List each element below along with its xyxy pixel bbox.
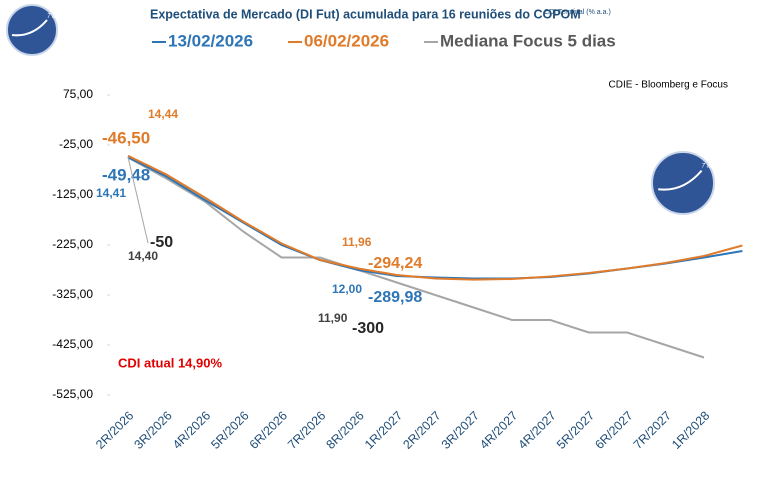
y-tick-label: -225,00 [52, 237, 93, 251]
x-tick-label: 5R/2026 [208, 409, 251, 452]
y-tick-label: -325,00 [52, 287, 93, 301]
x-tick-label: 4R/2026 [170, 409, 213, 452]
annotation: 14,40 [128, 249, 158, 263]
x-tick-label: 6R/2027 [592, 409, 635, 452]
data-label: -46,50 [102, 128, 150, 147]
x-tick-label: 1R/2028 [669, 409, 712, 452]
logo [651, 151, 715, 215]
x-tick-label: 4R/2027 [516, 409, 559, 452]
y-tick-label: -425,00 [52, 337, 93, 351]
annotation: 11,90 [318, 311, 348, 325]
logo-text: 7 anos [702, 164, 720, 170]
data-label: -289,98 [368, 289, 422, 306]
x-tick-label: 8R/2026 [324, 409, 367, 452]
y-tick-label: -525,00 [52, 387, 93, 401]
logo [6, 4, 58, 56]
logo-arrow [11, 19, 48, 37]
chart-title: Expectativa de Mercado (DI Fut) acumulad… [150, 7, 581, 21]
logo-arrow [658, 169, 703, 191]
y-tick-label: 75,00 [63, 87, 93, 101]
data-label: -294,24 [368, 255, 422, 272]
x-tick-label: 7R/2027 [631, 409, 674, 452]
data-label: -50 [150, 234, 173, 251]
x-tick-label: 4R/2027 [477, 409, 520, 452]
chart-subtitle: CDI Terminal (% a.a.) [544, 9, 611, 16]
series-line [127, 156, 705, 359]
x-tick-label: 3R/2027 [439, 409, 482, 452]
x-tick-label: 2R/2026 [93, 409, 136, 452]
data-label: -300 [352, 320, 384, 337]
x-tick-label: 5R/2027 [554, 409, 597, 452]
x-tick-label: 7R/2026 [285, 409, 328, 452]
x-tick-label: 6R/2026 [247, 409, 290, 452]
legend-label: 13/02/2026 [168, 31, 253, 50]
annotation: CDI atual 14,90% [118, 355, 222, 370]
legend-label: Mediana Focus 5 dias [440, 31, 616, 50]
series-line [127, 156, 743, 280]
annotation: 11,96 [342, 235, 372, 249]
x-tick-label: 3R/2026 [132, 409, 175, 452]
logo-text: 7 anos [47, 14, 65, 20]
annotation: 14,44 [148, 107, 178, 121]
annotation: 14,41 [96, 186, 126, 200]
annotation: 12,00 [332, 282, 362, 296]
y-tick-label: -25,00 [59, 137, 93, 151]
leader [127, 156, 149, 244]
source: CDIE - Bloomberg e Focus [609, 80, 729, 91]
series-line [127, 154, 743, 281]
data-label: -49,48 [102, 165, 150, 184]
legend-label: 06/02/2026 [304, 31, 389, 50]
y-tick-label: -125,00 [52, 187, 93, 201]
x-tick-label: 2R/2027 [400, 409, 443, 452]
x-tick-label: 1R/2027 [362, 409, 405, 452]
